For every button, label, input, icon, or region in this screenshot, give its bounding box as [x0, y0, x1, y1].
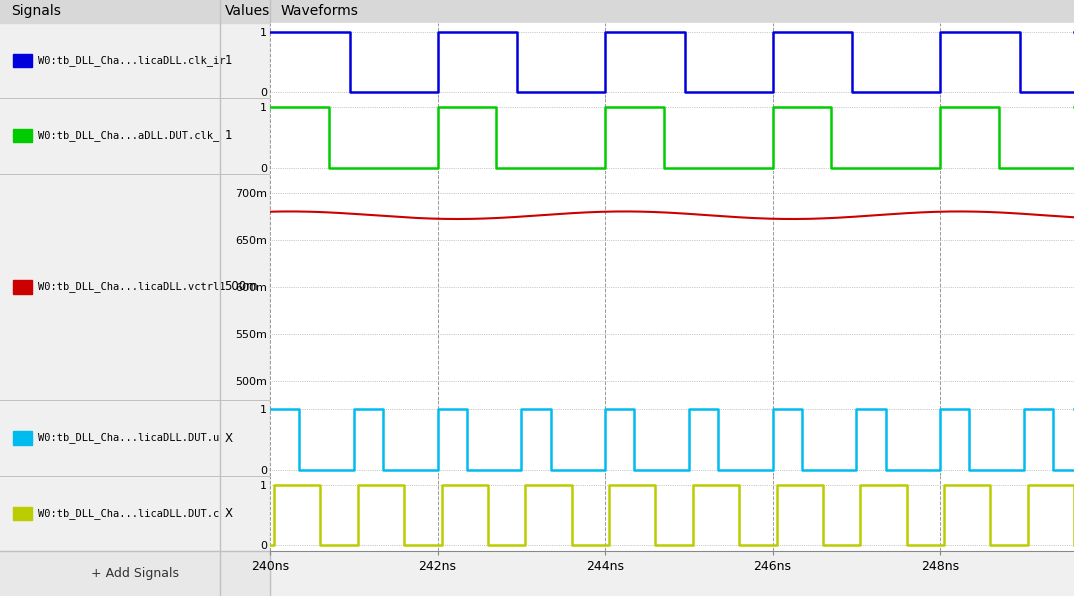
Text: 1: 1	[224, 54, 232, 67]
Bar	[13, 281, 32, 294]
Text: W0:tb_DLL_Cha...aDLL.DUT.clk_: W0:tb_DLL_Cha...aDLL.DUT.clk_	[38, 131, 219, 141]
Bar	[0, 0, 1074, 23]
Text: X: X	[224, 507, 232, 520]
Text: Signals: Signals	[11, 4, 60, 18]
Text: W0:tb_DLL_Cha...licaDLL.DUT.c: W0:tb_DLL_Cha...licaDLL.DUT.c	[38, 508, 219, 519]
Bar	[13, 129, 32, 142]
Bar	[13, 507, 32, 520]
Text: + Add Signals: + Add Signals	[91, 567, 179, 580]
Text: 1: 1	[224, 129, 232, 142]
Bar	[13, 432, 32, 445]
Text: Waveforms: Waveforms	[280, 4, 359, 18]
Text: W0:tb_DLL_Cha...licaDLL.DUT.u: W0:tb_DLL_Cha...licaDLL.DUT.u	[38, 433, 219, 443]
Text: Values: Values	[226, 4, 271, 18]
Text: X: X	[224, 432, 232, 445]
Text: W0:tb_DLL_Cha...licaDLL.vctrl1: W0:tb_DLL_Cha...licaDLL.vctrl1	[38, 281, 226, 293]
Bar	[0, 551, 270, 596]
Bar	[0, 23, 1074, 551]
Text: W0:tb_DLL_Cha...licaDLL.clk_ir: W0:tb_DLL_Cha...licaDLL.clk_ir	[38, 55, 226, 66]
Bar	[13, 54, 32, 67]
Text: 500m: 500m	[224, 281, 258, 293]
Bar	[270, 23, 1074, 551]
